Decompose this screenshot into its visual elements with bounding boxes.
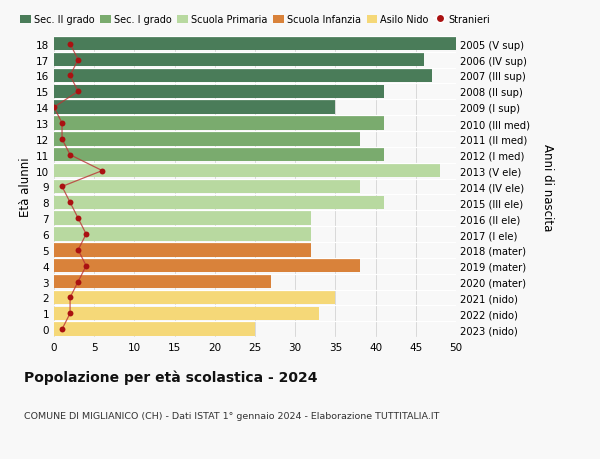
Point [65,199,75,207]
Point [73,246,83,254]
Bar [54,133,359,146]
Bar [54,291,335,304]
Point [73,57,83,64]
Bar [54,259,359,273]
Bar [54,54,424,67]
Bar [54,228,311,241]
Point [65,41,75,48]
Bar [54,307,319,320]
Point [57,183,67,190]
Point [73,278,83,285]
Bar [54,180,359,194]
Point [57,120,67,128]
Bar [54,244,311,257]
Bar [54,85,383,99]
Bar [54,164,440,178]
Y-axis label: Anni di nascita: Anni di nascita [541,144,554,230]
Point [65,73,75,80]
Y-axis label: Età alunni: Età alunni [19,157,32,217]
Point [97,168,107,175]
Text: COMUNE DI MIGLIANICO (CH) - Dati ISTAT 1° gennaio 2024 - Elaborazione TUTTITALIA: COMUNE DI MIGLIANICO (CH) - Dati ISTAT 1… [24,411,439,420]
Point [49,104,59,112]
Bar [54,70,432,83]
Point [57,136,67,143]
Point [65,152,75,159]
Bar [54,323,255,336]
Bar [54,196,383,210]
Point [65,294,75,302]
Point [82,263,91,270]
Bar [54,117,383,130]
Legend: Sec. II grado, Sec. I grado, Scuola Primaria, Scuola Infanzia, Asilo Nido, Stran: Sec. II grado, Sec. I grado, Scuola Prim… [19,14,491,26]
Bar [54,275,271,289]
Point [82,231,91,238]
Bar [54,101,335,115]
Bar [54,38,456,51]
Bar [54,212,311,225]
Point [73,215,83,222]
Bar [54,149,383,162]
Point [73,89,83,96]
Text: Popolazione per età scolastica - 2024: Popolazione per età scolastica - 2024 [24,369,317,384]
Point [57,326,67,333]
Point [65,310,75,317]
